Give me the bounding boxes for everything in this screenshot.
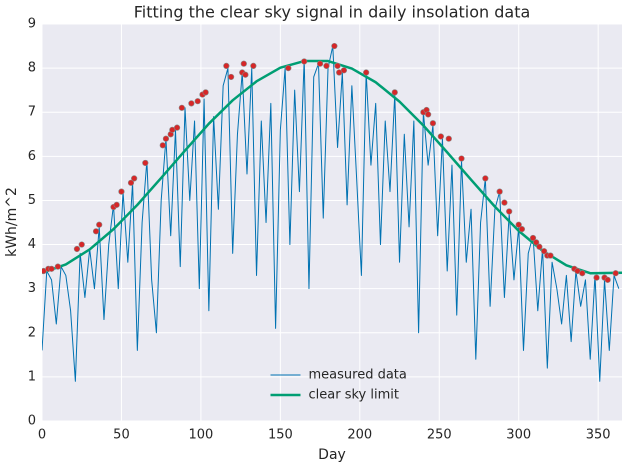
scatter-point (242, 71, 249, 78)
y-tick-label: 5 (28, 193, 36, 208)
y-axis-label: kWh/m^2 (4, 187, 20, 257)
scatter-point (391, 89, 398, 96)
scatter-point (142, 159, 149, 167)
scatter-point (127, 179, 135, 186)
x-tick-label: 350 (586, 428, 611, 443)
y-tick-label: 1 (28, 369, 36, 384)
scatter-point (612, 270, 619, 277)
y-tick-label: 0 (28, 414, 36, 429)
scatter-point (173, 124, 181, 131)
x-tick-label: 0 (38, 428, 46, 443)
scatter-point (202, 89, 209, 96)
scatter-point (78, 241, 85, 248)
scatter-point (501, 199, 508, 206)
y-tick-label: 7 (28, 105, 36, 120)
scatter-point (547, 252, 554, 259)
scatter-point (113, 201, 120, 208)
scatter-point (579, 270, 586, 277)
x-tick-label: 50 (113, 428, 130, 443)
series-line (42, 45, 620, 382)
scatter-point (604, 276, 611, 283)
legend-label: clear sky limit (309, 388, 399, 403)
x-tick-label: 100 (188, 428, 213, 443)
scatter-point (131, 175, 138, 182)
scatter-point (536, 243, 543, 250)
scatter-point (316, 60, 324, 67)
scatter-point (73, 245, 81, 253)
scatter-point (340, 67, 348, 74)
scatter-point (529, 234, 537, 242)
scatter-point (445, 135, 452, 142)
scatter-point (48, 265, 55, 272)
x-tick-label: 200 (347, 428, 372, 443)
scatter-point (363, 69, 370, 76)
scatter-point (178, 104, 185, 111)
y-tick-label: 3 (28, 281, 36, 296)
scatter-point (541, 248, 548, 255)
scatter-point (334, 62, 341, 70)
scatter-point (425, 111, 432, 118)
scatter-point (159, 142, 166, 149)
scatter-point (429, 120, 437, 127)
scatter-point (188, 100, 195, 107)
x-tick-label: 150 (268, 428, 293, 443)
scatter-point (96, 221, 103, 228)
scatter-point (301, 58, 308, 65)
scatter-point (496, 188, 503, 195)
scatter-point (194, 98, 201, 105)
plot-layer (42, 42, 622, 382)
scatter-point (323, 62, 330, 70)
scatter-point (593, 274, 600, 281)
scatter-point (162, 135, 170, 142)
legend-label: measured data (309, 368, 407, 383)
scatter-point (250, 62, 257, 70)
scatter-point (118, 188, 125, 195)
x-tick-label: 300 (506, 428, 531, 443)
y-tick-label: 2 (28, 325, 36, 340)
scatter-point (285, 65, 292, 72)
scatter-point (437, 133, 444, 140)
scatter-point (240, 60, 247, 67)
scatter-point (331, 42, 338, 50)
y-tick-label: 9 (28, 17, 36, 32)
series-line (42, 59, 622, 275)
scatter-point (223, 62, 230, 70)
scatter-point (506, 208, 513, 215)
y-tick-label: 4 (28, 237, 36, 252)
plot-area (42, 24, 622, 421)
scatter-point (515, 221, 522, 228)
scatter-point (458, 155, 465, 162)
x-tick-label: 250 (427, 428, 452, 443)
scatter-point (227, 73, 235, 81)
y-tick-label: 8 (28, 61, 36, 76)
scatter-point (482, 175, 489, 182)
y-tick-label: 6 (28, 149, 36, 164)
x-axis-label: Day (318, 447, 346, 463)
scatter-point (533, 239, 540, 246)
scatter-point (92, 228, 100, 235)
scatter-point (54, 263, 61, 270)
scatter-point (518, 226, 525, 233)
chart-title: Fitting the clear sky signal in daily in… (134, 3, 531, 22)
